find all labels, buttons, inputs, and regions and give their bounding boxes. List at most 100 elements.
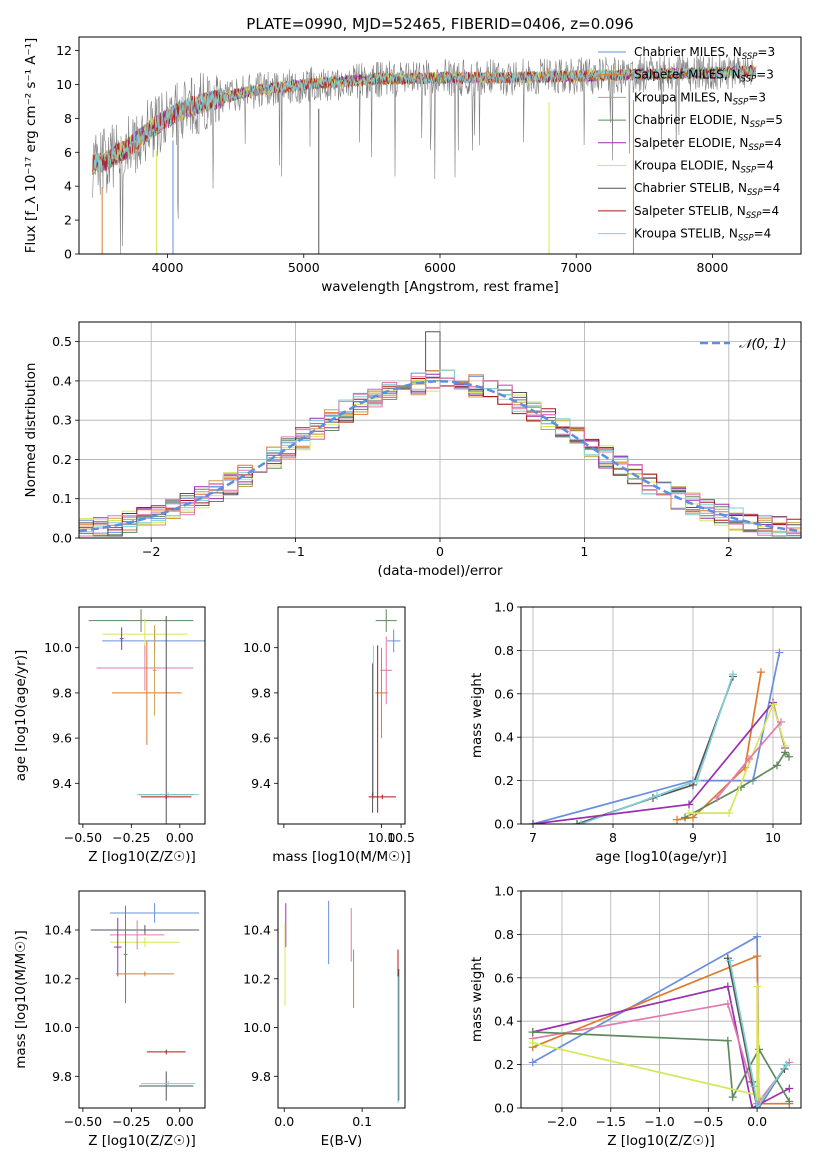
residuals-panel: −2 −1 0 1 2 0.0 0.1 0.2 0.3 0.4 0.5 (data-model)/er… bbox=[23, 321, 802, 579]
legend-n: 5 bbox=[775, 113, 783, 127]
axes-frame bbox=[78, 36, 802, 255]
legend-name: Salpeter ELODIE bbox=[634, 136, 732, 150]
weight-marker bbox=[689, 813, 697, 822]
y-tick-label: 10.0 bbox=[243, 1020, 271, 1035]
weight-line bbox=[728, 960, 788, 1108]
plot-area bbox=[88, 609, 205, 824]
weight-marker bbox=[725, 956, 734, 965]
weight-line bbox=[532, 985, 790, 1108]
weight-marker bbox=[753, 932, 762, 941]
legend-sep: , N bbox=[716, 90, 733, 104]
plot-area bbox=[528, 932, 794, 1108]
weight-marker bbox=[777, 718, 785, 727]
y-tick-label: 0.3 bbox=[52, 413, 72, 428]
legend-n: 4 bbox=[764, 227, 772, 241]
x-tick-label: −1.0 bbox=[644, 1114, 674, 1129]
x-tick-label: −0.25 bbox=[112, 1114, 150, 1129]
legend-n: 4 bbox=[774, 136, 782, 150]
legend-name: Salpeter STELIB bbox=[634, 204, 729, 218]
y-axis-label: Flux [f_λ 10⁻¹⁷ erg cm⁻² s⁻¹ A⁻¹] bbox=[23, 38, 39, 254]
axes-frame bbox=[520, 890, 802, 1109]
weight-marker bbox=[723, 982, 732, 991]
weight-marker bbox=[781, 741, 789, 750]
y-axis-label: mass [log10(M/M☉)] bbox=[13, 930, 29, 1069]
weight-marker bbox=[785, 1084, 794, 1093]
weight-marker bbox=[728, 1093, 737, 1102]
axes-frame bbox=[78, 321, 802, 539]
x-tick-label: 9 bbox=[689, 830, 697, 845]
x-tick-label: 0.00 bbox=[166, 830, 194, 845]
y-tick-label: 0 bbox=[64, 247, 72, 262]
legend-label: Kroupa STELIB, NSSP=4 bbox=[634, 227, 771, 244]
y-tick-label: 0.8 bbox=[494, 927, 514, 942]
legend-name: Kroupa ELODIE bbox=[634, 159, 724, 173]
weight-marker bbox=[750, 1082, 759, 1091]
y-tick-label: 0.4 bbox=[52, 373, 72, 388]
x-tick-label: −1 bbox=[286, 544, 304, 559]
mass-vs-metallicity-panel: −0.50 −0.25 0.00 9.8 10.0 10.2 10.4 Z [log10(Z/… bbox=[13, 890, 206, 1149]
y-tick-label: 1.0 bbox=[494, 884, 514, 899]
legend-sep: , N bbox=[729, 204, 746, 218]
mass-vs-extinction-panel: 0.0 0.1 9.8 10.0 10.2 10.4 E(B-V) bbox=[243, 890, 406, 1149]
legend-n: 4 bbox=[773, 181, 781, 195]
x-axis-label: mass [log10(M/M☉)] bbox=[272, 849, 411, 865]
y-tick-label: 0.0 bbox=[494, 1101, 514, 1116]
legend-name: Chabrier STELIB bbox=[634, 181, 730, 195]
legend-eq: = bbox=[754, 227, 764, 241]
histogram-series bbox=[79, 376, 801, 537]
y-tick-label: 0.5 bbox=[52, 334, 72, 349]
weight-marker bbox=[681, 813, 689, 822]
axes-frame bbox=[277, 606, 406, 825]
x-tick-label: −0.50 bbox=[64, 830, 102, 845]
x-tick-label: 10.0 bbox=[368, 830, 396, 845]
legend-sub: SSP bbox=[746, 211, 762, 221]
legend-n: 4 bbox=[766, 159, 774, 173]
weight-marker bbox=[775, 648, 784, 657]
legend-label: 𝒩(0, 1) bbox=[739, 337, 786, 352]
x-axis-label: Z [log10(Z/Z☉)] bbox=[88, 849, 196, 865]
legend-eq: = bbox=[764, 136, 774, 150]
legend-label: Chabrier MILES, NSSP=3 bbox=[634, 45, 775, 62]
weight-vs-age-panel: 7 8 9 10 0.0 0.2 0.4 0.6 0.8 1.0 age [log10(age/yr… bbox=[469, 600, 802, 865]
x-axis-label: Z [log10(Z/Z☉)] bbox=[88, 1133, 196, 1149]
x-tick-label: −1.5 bbox=[596, 1114, 626, 1129]
weight-marker bbox=[729, 670, 737, 679]
y-tick-label: 10.2 bbox=[243, 971, 271, 986]
y-tick-label: 12 bbox=[56, 43, 72, 58]
y-tick-label: 9.6 bbox=[52, 731, 72, 746]
legend-name: Chabrier MILES bbox=[634, 45, 725, 59]
plot-area bbox=[92, 53, 757, 254]
weight-marker bbox=[528, 1058, 537, 1067]
x-tick-label: 1 bbox=[580, 544, 588, 559]
legend-name: Kroupa MILES bbox=[634, 90, 716, 104]
weight-marker bbox=[725, 809, 733, 818]
x-tick-label: 4000 bbox=[152, 260, 184, 275]
plot-area bbox=[79, 331, 801, 537]
weight-line bbox=[532, 700, 786, 824]
x-tick-label: 10.5 bbox=[387, 830, 415, 845]
y-tick-label: 9.4 bbox=[251, 776, 271, 791]
weight-vs-metallicity-panel: −2.0 −1.5 −1.0 −0.5 0.0 0.0 0.2 0.4 0.6 0.8 1.0 Z [… bbox=[469, 884, 802, 1149]
legend-n: 3 bbox=[767, 45, 775, 59]
legend-sep: , N bbox=[733, 113, 750, 127]
spectrum-line bbox=[92, 65, 757, 175]
legend-label: Chabrier ELODIE, NSSP=5 bbox=[634, 113, 783, 130]
y-tick-label: 10.0 bbox=[243, 640, 271, 655]
x-tick-label: 6000 bbox=[424, 260, 456, 275]
y-tick-label: 9.8 bbox=[251, 685, 271, 700]
legend-eq: = bbox=[763, 181, 773, 195]
y-tick-label: 10.0 bbox=[44, 1020, 72, 1035]
x-tick-label: 5000 bbox=[288, 260, 320, 275]
weight-marker bbox=[782, 1060, 791, 1069]
legend-label: Salpeter ELODIE, NSSP=4 bbox=[634, 136, 782, 153]
legend-eq: = bbox=[761, 204, 771, 218]
weight-marker bbox=[528, 1028, 537, 1037]
y-tick-label: 9.6 bbox=[251, 731, 271, 746]
weight-marker bbox=[528, 1038, 537, 1047]
y-tick-label: 0.2 bbox=[494, 1057, 514, 1072]
weight-marker bbox=[757, 668, 765, 677]
axes-frame bbox=[520, 606, 802, 825]
weight-marker bbox=[653, 791, 661, 800]
